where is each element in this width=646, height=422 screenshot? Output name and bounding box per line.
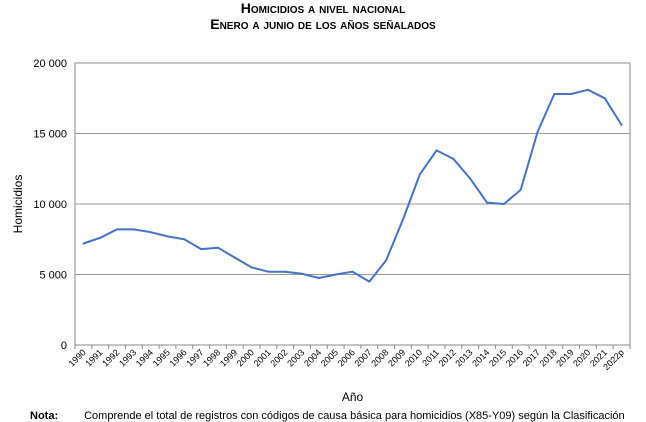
x-tick-label: 1996 [167,347,188,368]
y-tick-label: 20 000 [33,58,67,70]
data-point [335,274,337,276]
footnote: Nota: Comprende el total de registros con… [30,410,625,422]
homicidios-series-line [83,90,621,282]
data-point [183,238,185,240]
data-point [469,178,471,180]
x-tick-label: 2020 [571,347,592,368]
x-tick-label: 1992 [100,347,121,368]
data-point [200,248,202,250]
data-point [301,273,303,275]
data-point [436,149,438,151]
x-tick-label: 2016 [504,347,525,368]
x-tick-label: 2002 [268,347,289,368]
data-point [318,277,320,279]
data-point [217,247,219,249]
data-point [251,266,253,268]
x-tick-label: 2009 [386,347,407,368]
data-point [385,259,387,261]
x-tick-label: 2001 [252,347,273,368]
x-tick-label: 2013 [453,347,474,368]
y-tick-label: 15 000 [33,129,67,141]
x-tick-label: 2014 [470,347,491,368]
data-point [133,228,135,230]
data-point [150,231,152,233]
x-tick-label: 1995 [151,347,172,368]
x-tick-label: 2018 [537,347,558,368]
x-tick-label: 2006 [336,347,357,368]
data-point [604,97,606,99]
data-point [267,271,269,273]
data-point [587,89,589,91]
x-tick-label: 2003 [285,347,306,368]
data-point [419,173,421,175]
data-point [82,242,84,244]
data-point [503,203,505,205]
line-chart: 0 5 000 10 000 15 000 20 000 1990199119921993… [0,0,646,419]
y-axis-title: Homicidios [11,175,25,234]
x-tick-label: 2010 [403,347,424,368]
data-point [167,235,169,237]
data-point [116,228,118,230]
x-tick-label: 2008 [369,347,390,368]
x-tick-label: 2005 [319,347,340,368]
footnote-text: Comprende el total de registros con códi… [84,410,625,422]
x-tick-label: 1991 [83,347,104,368]
x-tick-label: 1998 [201,347,222,368]
x-tick-label: 2000 [235,347,256,368]
data-point [352,271,354,273]
data-point [234,257,236,259]
data-point [99,237,101,239]
y-tick-label: 10 000 [33,199,67,211]
data-point [520,189,522,191]
footnote-label: Nota: [30,410,58,422]
x-tick-label: 1999 [218,347,239,368]
x-tick-label: 2007 [352,347,373,368]
x-tick-label: 2017 [521,347,542,368]
data-point [486,202,488,204]
data-point [553,93,555,95]
data-point [537,131,539,133]
x-tick-label: 2012 [437,347,458,368]
x-tick-label: 2004 [302,347,323,368]
x-tick-label: 1993 [117,347,138,368]
x-tick-label: 1994 [134,347,155,368]
data-point [284,271,286,273]
x-tick-label: 1990 [67,347,88,368]
x-tick-label: 2011 [420,347,441,368]
data-point [368,281,370,283]
y-tick-label: 0 [61,340,67,352]
x-tick-label: 2015 [487,347,508,368]
data-point [452,158,454,160]
x-tick-label: 2019 [554,347,575,368]
y-tick-label: 5 000 [39,270,67,282]
x-axis-title: Año [342,390,364,404]
data-point [402,219,404,221]
data-point [570,93,572,95]
x-tick-label: 1997 [184,347,205,368]
data-point [621,124,623,126]
